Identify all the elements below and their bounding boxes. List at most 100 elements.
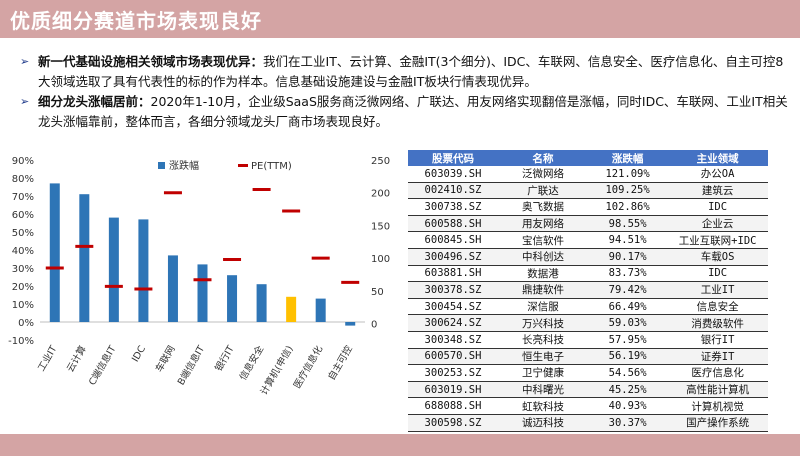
x-tick-label: 自主可控 [325,343,355,382]
bar [227,275,238,322]
table-cell: 工业IT [667,281,768,299]
table-cell: 数据港 [498,265,588,283]
table-cell: 83.73% [588,265,668,283]
column-header: 涨跌幅 [588,150,668,166]
table-cell: 宝信软件 [498,231,588,249]
bullet-list: ➢ 新一代基础设施相关领域市场表现优异：我们在工业IT、云计算、金融IT(3个细… [20,52,790,132]
sector-performance-chart: -10% 0% 10% 20% 30% 40% 50% 60% 70% 80% 90% 0 50 100 1… [0,150,400,430]
y-left-tick-label: 50% [12,228,34,239]
table-cell: 102.86% [588,198,668,216]
bar [167,255,178,322]
stock-table: 股票代码 名称 涨跌幅 主业领域 603039.SH 泛微网络 121.09% 办公OA 00… [408,150,768,432]
table-cell: 300378.SZ [408,281,498,299]
table-cell: 98.55% [588,215,668,233]
table-row: 300454.SZ 深信服 66.49% 信息安全 [408,298,768,316]
table-cell: IDC [667,265,768,283]
page-title: 优质细分赛道市场表现良好 [10,9,262,33]
column-header: 主业领域 [667,150,768,166]
bar [79,194,90,322]
table-cell: 300348.SZ [408,331,498,349]
table-cell: 信息安全 [667,298,768,316]
y-left-tick-label: 20% [12,282,34,293]
table-cell: 90.17% [588,248,668,266]
x-tick-label: C端信息IT [86,343,118,387]
arrow-icon: ➢ [20,55,30,68]
table-cell: 万兴科技 [498,314,588,332]
table-row: 600588.SH 用友网络 98.55% 企业云 [408,215,768,233]
table-cell: 603881.SH [408,265,498,283]
table-cell: 消费级软件 [667,314,768,332]
bullet-text: 我们在工业IT、云计算、金融IT(3个细分)、IDC、车联网、信息安全、医疗信息… [38,54,784,89]
table-cell: 工业互联网+IDC [667,231,768,249]
table-cell: 长亮科技 [498,331,588,349]
table-cell: 300253.SZ [408,364,498,382]
table-cell: 121.09% [588,166,668,183]
table-cell: 深信服 [498,298,588,316]
bar [315,298,326,322]
x-tick-label: 工业IT [36,344,59,374]
table-cell: 79.42% [588,281,668,299]
table-cell: 中科创达 [498,248,588,266]
x-tick-label: 银行IT [212,343,236,373]
table-cell: 300496.SZ [408,248,498,266]
x-tick-label: 信息安全 [237,343,267,382]
table-cell: 奥飞数据 [498,198,588,216]
table-cell: 600570.SH [408,348,498,366]
y-left-tick-label: 80% [12,174,34,185]
table-row: 300598.SZ 诚迈科技 30.37% 国产操作系统 [408,414,768,432]
table-cell: 广联达 [498,182,588,200]
bar [197,264,208,322]
table-row: 603019.SH 中科曙光 45.25% 高性能计算机 [408,381,768,399]
table-cell: 300624.SZ [408,314,498,332]
bullet-lead: 新一代基础设施相关领域市场表现优异： [38,54,264,69]
table-cell: 计算机视觉 [667,397,768,415]
bar [286,296,297,322]
table-cell: 300454.SZ [408,298,498,316]
table-cell: 66.49% [588,298,668,316]
bullet-item: ➢ 新一代基础设施相关领域市场表现优异：我们在工业IT、云计算、金融IT(3个细… [20,52,790,92]
table-cell: 002410.SZ [408,182,498,200]
bullet-lead: 细分龙头涨幅居前： [38,94,151,109]
table-cell: 300598.SZ [408,414,498,432]
table-cell: 建筑云 [667,182,768,200]
bar [49,183,60,322]
y-left-tick-label: 60% [12,210,34,221]
bullet-item: ➢ 细分龙头涨幅居前：2020年1-10月，企业级SaaS服务商泛微网络、广联达… [20,92,790,132]
table-row: 300348.SZ 长亮科技 57.95% 银行IT [408,331,768,349]
table-row: 600845.SH 宝信软件 94.51% 工业互联网+IDC [408,231,768,249]
column-header: 名称 [498,150,588,166]
table-cell: 603019.SH [408,381,498,399]
y-right-tick-label: 150 [371,221,390,232]
table-cell: 办公OA [667,166,768,183]
x-tick-label: IDC [130,344,148,364]
table-cell: 109.25% [588,182,668,200]
title-banner: 优质细分赛道市场表现良好 [0,0,800,38]
x-tick-label: 医疗信息化 [291,343,325,391]
table-row: 300253.SZ 卫宁健康 54.56% 医疗信息化 [408,364,768,382]
table-cell: 泛微网络 [498,166,588,183]
legend-swatch-bar [158,162,165,169]
table-cell: 用友网络 [498,215,588,233]
table-cell: 688088.SH [408,397,498,415]
y-right-tick-label: 250 [371,156,390,167]
column-header: 股票代码 [408,150,498,166]
footer-bar [0,434,800,456]
bar [108,217,119,322]
y-left-tick-label: 70% [12,192,34,203]
table-cell: 虹软科技 [498,397,588,415]
bar [345,322,356,326]
table-header-row: 股票代码 名称 涨跌幅 主业领域 [408,150,768,166]
y-right-tick-label: 200 [371,189,390,200]
stock-table-grid: 股票代码 名称 涨跌幅 主业领域 603039.SH 泛微网络 121.09% 办公OA 00… [408,150,768,432]
table-cell: 600588.SH [408,215,498,233]
table-row: 603881.SH 数据港 83.73% IDC [408,265,768,283]
table-cell: 56.19% [588,348,668,366]
y-right-tick-label: 50 [371,287,384,298]
table-cell: 600845.SH [408,231,498,249]
table-cell: 中科曙光 [498,381,588,399]
y-left-tick-label: 0% [18,318,34,329]
table-row: 688088.SH 虹软科技 40.93% 计算机视觉 [408,397,768,415]
legend-label: 涨跌幅 [169,159,199,172]
y-left-tick-label: 90% [12,156,34,167]
table-cell: 40.93% [588,397,668,415]
